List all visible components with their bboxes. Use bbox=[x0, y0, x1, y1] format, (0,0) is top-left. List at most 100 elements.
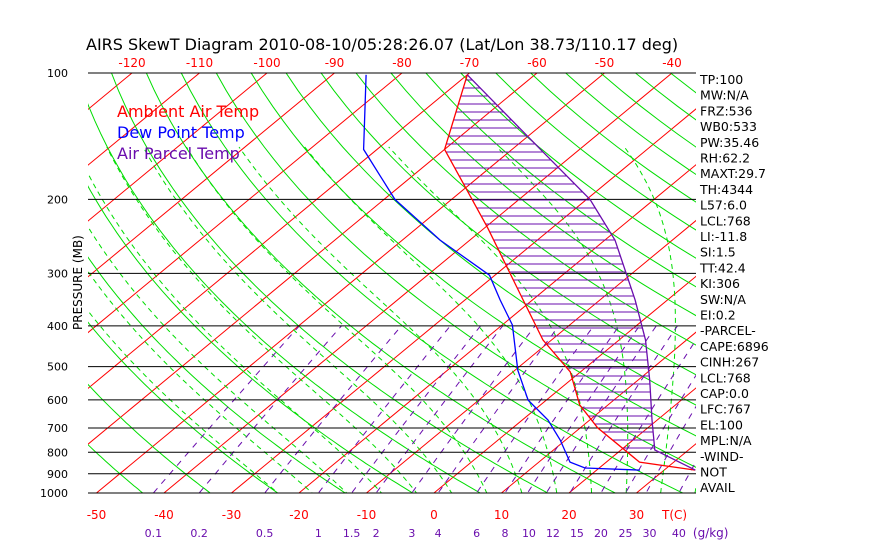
top-temp-tick-label: -50 bbox=[595, 56, 615, 70]
pressure-tick-label: 900 bbox=[47, 468, 68, 481]
dry-adiabat-line bbox=[88, 103, 482, 493]
mixing-ratio-line bbox=[645, 405, 696, 493]
sounding-index: KI:306 bbox=[700, 276, 740, 291]
dry-adiabat-line bbox=[180, 73, 684, 493]
moist-adiabat-line bbox=[106, 146, 418, 493]
sounding-index: CAP:0.0 bbox=[700, 386, 749, 401]
sounding-index: LFC:767 bbox=[700, 402, 751, 417]
pressure-tick-label: 400 bbox=[47, 320, 68, 333]
ambient-temp-line bbox=[443, 74, 696, 471]
sounding-index: FRZ:536 bbox=[700, 103, 753, 118]
bottom-temp-tick-label: -20 bbox=[289, 508, 309, 522]
isotherm-line bbox=[761, 54, 870, 502]
sounding-index: -WIND- bbox=[700, 449, 744, 464]
sounding-index: LI:-11.8 bbox=[700, 229, 747, 244]
top-temp-tick-label: -110 bbox=[186, 56, 213, 70]
mixing-ratio-tick-label: 20 bbox=[594, 527, 608, 540]
sounding-index: EI:0.2 bbox=[700, 308, 736, 323]
dry-adiabat-line bbox=[851, 54, 870, 502]
legend-entry: Air Parcel Temp bbox=[117, 144, 240, 163]
sounding-index: TT:42.4 bbox=[699, 260, 746, 275]
isotherm-line bbox=[500, 331, 696, 493]
isotherm-line bbox=[298, 164, 696, 493]
isotherm-line bbox=[433, 275, 696, 493]
isotherm-line bbox=[230, 108, 696, 493]
sounding-index: MAXT:29.7 bbox=[700, 166, 766, 181]
isotherm-line bbox=[88, 73, 403, 334]
dry-adiabat-line bbox=[320, 73, 696, 376]
pressure-tick-label: 1000 bbox=[40, 487, 68, 500]
sounding-index: EL:100 bbox=[700, 417, 743, 432]
pressure-tick-label: 200 bbox=[47, 193, 68, 206]
mixing-ratio-tick-label: 15 bbox=[570, 527, 584, 540]
dry-adiabat-line bbox=[529, 73, 696, 203]
sounding-index: NOT bbox=[700, 465, 727, 480]
mixing-ratio-tick-label: 30 bbox=[643, 527, 657, 540]
sounding-index: -PARCEL- bbox=[700, 323, 756, 338]
mixing-ratio-tick-label: 40 bbox=[672, 527, 686, 540]
moist-adiabat-line bbox=[185, 146, 488, 493]
x-axis-unit-label: T(C) bbox=[661, 508, 687, 522]
mixing-ratio-line bbox=[317, 325, 451, 493]
dry-adiabat-line bbox=[145, 73, 617, 493]
dry-adiabat-line bbox=[88, 383, 212, 493]
sounding-index: SW:N/A bbox=[700, 292, 746, 307]
mixing-ratio-line bbox=[350, 325, 481, 493]
mixing-ratio-tick-label: 12 bbox=[546, 527, 560, 540]
pressure-tick-label: 100 bbox=[47, 67, 68, 80]
parcel-temp-line bbox=[466, 74, 696, 471]
mixing-ratio-tick-label: 2 bbox=[373, 527, 380, 540]
top-temp-tick-label: -70 bbox=[460, 56, 480, 70]
bottom-temp-tick-label: 20 bbox=[561, 508, 576, 522]
mixing-ratio-unit-label: (g/kg) bbox=[693, 526, 729, 540]
isotherm-line bbox=[88, 73, 471, 390]
mixing-ratio-tick-label: 25 bbox=[619, 527, 633, 540]
sounding-index: SI:1.5 bbox=[700, 245, 736, 260]
bottom-temp-tick-label: 0 bbox=[430, 508, 438, 522]
dry-adiabat-line bbox=[783, 54, 870, 502]
mixing-ratio-tick-label: 8 bbox=[501, 527, 508, 540]
bottom-temp-tick-label: -50 bbox=[87, 508, 107, 522]
dry-adiabat-line bbox=[749, 54, 870, 502]
sounding-index: MPL:N/A bbox=[700, 433, 752, 448]
legend-entry: Ambient Air Temp bbox=[117, 102, 259, 121]
dry-adiabat-line bbox=[425, 73, 696, 288]
sounding-index: RH:62.2 bbox=[700, 151, 750, 166]
isotherm-line bbox=[0, 54, 20, 502]
sounding-index: MW:N/A bbox=[700, 88, 749, 103]
dry-adiabat-line bbox=[88, 321, 279, 493]
bottom-temp-tick-label: -30 bbox=[222, 508, 242, 522]
isotherm-line bbox=[88, 73, 268, 222]
isotherm-line bbox=[88, 73, 201, 166]
top-temp-tick-label: -100 bbox=[253, 56, 280, 70]
legend-entry: Dew Point Temp bbox=[117, 123, 245, 142]
isotherm-line bbox=[88, 73, 336, 278]
pressure-tick-label: 800 bbox=[47, 446, 68, 459]
sounding-index: L57:6.0 bbox=[700, 198, 747, 213]
pressure-tick-label: 600 bbox=[47, 394, 68, 407]
bottom-temp-tick-label: -40 bbox=[154, 508, 174, 522]
top-temp-tick-label: -80 bbox=[392, 56, 412, 70]
chart-title: AIRS SkewT Diagram 2010-08-10/05:28:26.0… bbox=[86, 35, 678, 54]
mixing-ratio-tick-label: 0.2 bbox=[190, 527, 208, 540]
dry-adiabat-line bbox=[817, 54, 870, 502]
isotherm-line bbox=[95, 73, 606, 493]
dewpoint-line bbox=[362, 74, 640, 471]
pressure-tick-label: 500 bbox=[47, 361, 68, 374]
top-temp-tick-label: -120 bbox=[118, 56, 145, 70]
isotherm-line bbox=[163, 73, 673, 493]
mixing-ratio-line bbox=[375, 325, 504, 493]
mixing-ratio-line bbox=[545, 325, 657, 493]
dry-adiabat-line bbox=[110, 73, 549, 493]
mixing-ratio-tick-label: 10 bbox=[522, 527, 536, 540]
top-temp-tick-label: -90 bbox=[325, 56, 345, 70]
pressure-tick-label: 300 bbox=[47, 267, 68, 280]
mixing-ratio-line bbox=[504, 325, 620, 493]
mixing-ratio-tick-label: 1.5 bbox=[343, 527, 361, 540]
mixing-ratio-line bbox=[526, 325, 640, 493]
mixing-ratio-tick-label: 3 bbox=[408, 527, 415, 540]
pressure-tick-label: 700 bbox=[47, 422, 68, 435]
bottom-temp-tick-label: 30 bbox=[629, 508, 644, 522]
mixing-ratio-tick-label: 1 bbox=[315, 527, 322, 540]
